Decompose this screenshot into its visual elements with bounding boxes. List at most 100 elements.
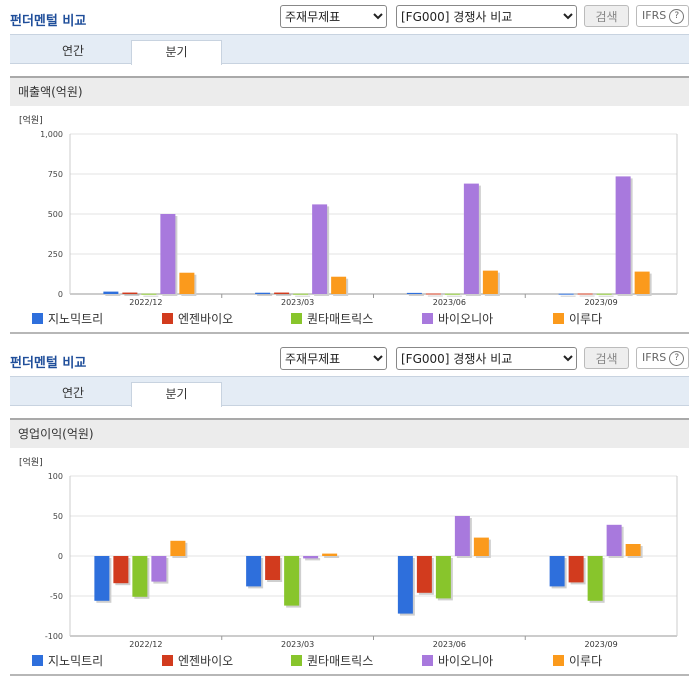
legend-item[interactable]: 이루다 [553, 652, 602, 669]
legend-label: 바이오니아 [438, 654, 494, 668]
statement-type-select[interactable]: 주재무제표 [280, 5, 387, 28]
legend-item[interactable]: 퀀타매트릭스 [291, 652, 373, 669]
bar[interactable] [425, 293, 441, 295]
legend-label: 엔젠바이오 [178, 312, 234, 326]
bar-shadow [276, 294, 292, 296]
bar-shadow [143, 295, 159, 297]
bar-shadow [408, 294, 424, 296]
legend-swatch [553, 655, 564, 666]
y-tick-label: 0 [58, 290, 63, 299]
bar-shadow [257, 294, 273, 296]
legend-item[interactable]: 바이오니아 [422, 652, 493, 669]
bar[interactable] [141, 293, 157, 295]
tab-quarterly[interactable]: 분기 [131, 40, 222, 65]
bar[interactable] [160, 214, 176, 294]
bar-shadow [324, 555, 340, 558]
legend-label: 지노믹트리 [48, 312, 104, 326]
chart-legend: 지노믹트리 엔젠바이오 퀀타매트릭스 바이오니아 이루다 [32, 652, 682, 668]
bar[interactable] [303, 556, 319, 559]
x-tick-label: 2022/12 [129, 640, 162, 649]
operating-income-bar-chart: [억원] 100 50 0 -50 -100 2022/12 2023/03 2023/06 20… [19, 456, 678, 649]
period-tabs: 연간 분기 [10, 34, 689, 65]
bar-shadow [295, 295, 311, 297]
y-tick-label: 250 [48, 250, 63, 259]
bar[interactable] [625, 544, 641, 556]
chart-section-operating-income: 영업이익(억원) [억원] 100 50 0 -50 -100 2022/12 2023/03… [10, 418, 689, 676]
bar-shadow [560, 295, 576, 297]
tab-quarterly[interactable]: 분기 [131, 382, 222, 407]
x-tick-label: 2023/09 [585, 640, 618, 649]
tab-annual[interactable]: 연간 [61, 44, 85, 58]
bar[interactable] [94, 556, 110, 601]
y-tick-label: 750 [48, 170, 63, 179]
revenue-bar-chart: [억원] 1,000 750 500 250 0 2022/12 2023/03 2023/06… [19, 114, 678, 307]
bar[interactable] [132, 556, 148, 597]
bar[interactable] [606, 524, 622, 556]
bar[interactable] [577, 293, 593, 295]
bar[interactable] [615, 176, 631, 294]
y-tick-label: -50 [50, 592, 63, 601]
legend-item[interactable]: 엔젠바이오 [162, 310, 233, 327]
tab-annual[interactable]: 연간 [61, 386, 85, 400]
y-tick-label: 50 [53, 512, 63, 521]
bar[interactable] [179, 272, 195, 294]
bar[interactable] [397, 556, 413, 614]
legend-swatch [162, 313, 173, 324]
bar[interactable] [284, 556, 300, 606]
legend-item[interactable]: 바이오니아 [422, 310, 493, 327]
bar-shadow [305, 558, 321, 561]
bar[interactable] [255, 292, 271, 294]
legend-swatch [162, 655, 173, 666]
bar[interactable] [482, 270, 498, 294]
legend-swatch [422, 655, 433, 666]
peer-group-select[interactable]: [FG000] 경쟁사 비교 [396, 5, 577, 28]
search-button[interactable]: 검색 [584, 347, 629, 369]
x-tick-label: 2023/09 [585, 298, 618, 307]
bar-shadow [105, 293, 121, 296]
ifrs-help-button[interactable]: IFRS? [636, 347, 689, 369]
bar[interactable] [549, 556, 565, 587]
bar[interactable] [435, 556, 451, 599]
ifrs-label: IFRS [642, 9, 667, 22]
chart-legend: 지노믹트리 엔젠바이오 퀀타매트릭스 바이오니아 이루다 [32, 310, 682, 326]
bar[interactable] [312, 204, 328, 294]
bar[interactable] [170, 540, 186, 556]
section-title: 영업이익(억원) [10, 420, 689, 448]
bar[interactable] [113, 556, 129, 584]
bar[interactable] [568, 556, 584, 583]
search-button[interactable]: 검색 [584, 5, 629, 27]
statement-type-select[interactable]: 주재무제표 [280, 347, 387, 370]
ifrs-help-button[interactable]: IFRS? [636, 5, 689, 27]
bar[interactable] [558, 293, 574, 295]
bar[interactable] [265, 556, 281, 580]
bar[interactable] [293, 293, 309, 295]
bar[interactable] [406, 292, 422, 294]
bar[interactable] [122, 292, 138, 294]
legend-item[interactable]: 엔젠바이오 [162, 652, 233, 669]
legend-item[interactable]: 퀀타매트릭스 [291, 310, 373, 327]
bar[interactable] [274, 292, 290, 294]
bar[interactable] [444, 293, 460, 295]
bar[interactable] [454, 516, 470, 556]
y-tick-label: 100 [48, 472, 63, 481]
peer-group-select[interactable]: [FG000] 경쟁사 비교 [396, 347, 577, 370]
bar[interactable] [151, 556, 167, 582]
bar[interactable] [103, 291, 119, 294]
legend-item[interactable]: 지노믹트리 [32, 652, 103, 669]
bar[interactable] [473, 537, 489, 556]
legend-label: 이루다 [569, 654, 603, 668]
bar-shadow [598, 295, 614, 297]
bar[interactable] [246, 556, 262, 587]
bar[interactable] [416, 556, 432, 593]
bar[interactable] [587, 556, 603, 601]
bar[interactable] [634, 271, 650, 294]
y-tick-label: 0 [58, 552, 63, 561]
y-unit-label: [억원] [19, 456, 43, 468]
bar[interactable] [322, 553, 338, 556]
x-tick-label: 2023/03 [281, 298, 314, 307]
legend-item[interactable]: 지노믹트리 [32, 310, 103, 327]
bar[interactable] [596, 293, 612, 295]
bar[interactable] [463, 183, 479, 294]
bar[interactable] [331, 276, 347, 294]
legend-item[interactable]: 이루다 [553, 310, 602, 327]
